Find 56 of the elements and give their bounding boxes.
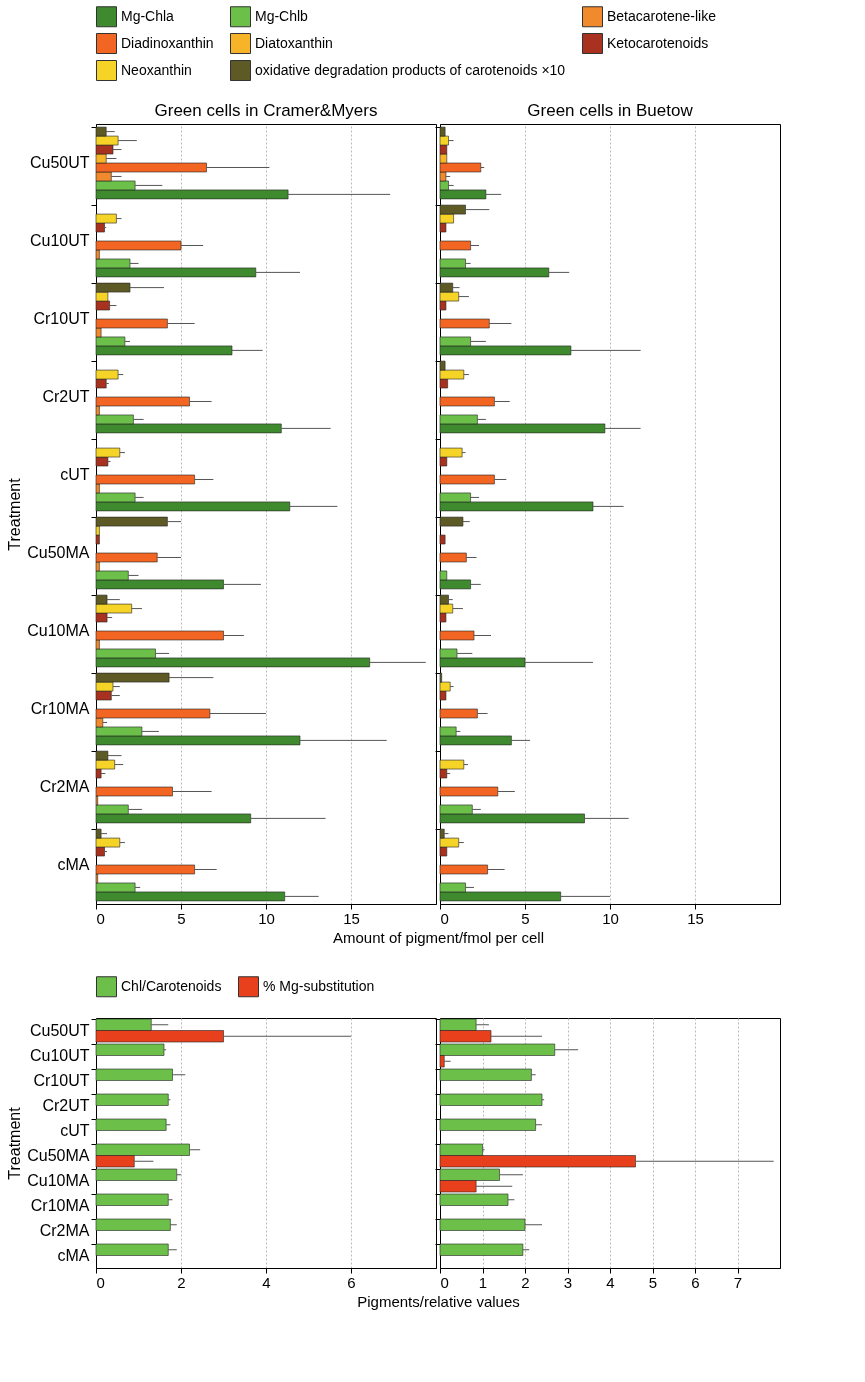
x-tick-label: 10 [602,909,619,927]
y-axis-title: Treatment [6,477,24,551]
x-tick-label: 1 [478,1273,488,1291]
legend-label: Betacarotene-like [607,7,717,24]
y-tick-label: Cu50MA [27,1146,90,1164]
chart-title: Green cells in Cramer&Myers [154,101,378,120]
legend-label: oxidative degradation products of carotenoids ×10 [255,61,566,78]
x-tick-label: 0 [96,1273,105,1291]
y-tick-label: cUT [60,1121,90,1139]
x-tick-label: 2 [521,1273,530,1291]
legend-label: Chl/Carotenoids [121,977,222,994]
x-tick-label: 0 [96,909,105,927]
y-tick-label: Cu50MA [27,544,90,561]
legend-label: Mg-Chlb [255,7,309,24]
y-tick-label: Cr10MA [30,1196,90,1214]
legend-label: % Mg-substitution [263,977,375,994]
x-tick-label: 7 [733,1273,743,1291]
x-tick-label: 5 [177,909,186,927]
y-tick-label: Cu50UT [29,154,90,171]
x-tick-label: 15 [343,909,360,927]
x-tick-label: 4 [262,1273,271,1291]
legend-label: Ketocarotenoids [607,34,709,51]
legend-label: Mg-Chla [121,7,175,24]
x-tick-label: 5 [521,909,530,927]
x-tick-label: 0 [440,909,449,927]
x-axis-title: Amount of pigment/fmol per cell [333,928,544,946]
x-axis-title: Pigments/relative values [357,1292,520,1310]
y-tick-label: Cr2UT [42,388,90,405]
x-tick-label: 4 [606,1273,615,1291]
x-tick-label: 5 [648,1273,658,1291]
y-tick-label: Cr2MA [39,778,90,795]
y-tick-label: Cu10MA [27,622,90,639]
legend-label: Diatoxanthin [255,34,333,51]
y-tick-label: Cu50UT [29,1021,90,1039]
y-tick-label: Cr2MA [39,1221,90,1239]
legend-label: Diadinoxanthin [121,34,214,51]
y-tick-label: Cr10MA [30,700,90,717]
x-tick-label: 6 [691,1273,700,1291]
y-tick-label: Cu10UT [29,232,90,249]
y-tick-label: Cu10MA [27,1171,90,1189]
legend-label: Neoxanthin [121,61,192,78]
y-tick-label: cMA [57,856,90,873]
y-tick-label: Cr10UT [33,310,90,327]
y-tick-label: Cr10UT [33,1071,90,1089]
x-tick-label: 6 [347,1273,356,1291]
x-tick-label: 2 [177,1273,186,1291]
x-tick-label: 3 [563,1273,573,1291]
y-tick-label: Cr2UT [42,1096,90,1114]
y-axis-title: Treatment [6,1106,24,1180]
x-tick-label: 0 [440,1273,449,1291]
y-tick-label: Cu10UT [29,1046,90,1064]
x-tick-label: 15 [687,909,704,927]
y-tick-label: cUT [60,466,90,483]
y-tick-label: cMA [57,1246,90,1264]
chart-title: Green cells in Buetow [527,101,694,120]
x-tick-label: 10 [258,909,275,927]
